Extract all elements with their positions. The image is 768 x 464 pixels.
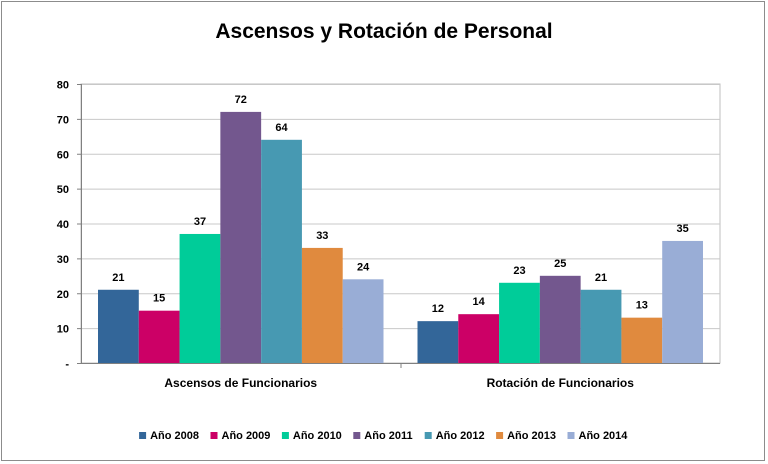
y-tick-label: 70 bbox=[57, 114, 69, 126]
bar bbox=[261, 139, 302, 363]
legend-label: Año 2013 bbox=[507, 430, 556, 442]
legend-label: Año 2009 bbox=[222, 430, 271, 442]
data-label: 21 bbox=[595, 272, 607, 284]
bar bbox=[417, 321, 459, 363]
y-tick-label: - bbox=[65, 359, 69, 371]
data-label: 13 bbox=[636, 300, 648, 312]
data-label: 64 bbox=[275, 122, 288, 134]
y-tick-label: 60 bbox=[57, 149, 69, 161]
legend-swatch bbox=[567, 432, 575, 439]
data-label: 21 bbox=[112, 272, 124, 284]
bar bbox=[98, 289, 139, 363]
y-tick-label: 80 bbox=[57, 80, 69, 92]
data-label: 24 bbox=[357, 261, 370, 273]
legend-swatch bbox=[139, 432, 147, 439]
bar bbox=[301, 247, 343, 363]
data-label: 37 bbox=[194, 216, 206, 228]
data-label: 15 bbox=[153, 293, 165, 305]
legend-swatch bbox=[353, 432, 361, 439]
y-tick-label: 50 bbox=[57, 184, 69, 196]
data-label: 14 bbox=[473, 296, 486, 308]
bar bbox=[621, 317, 663, 363]
legend-label: Año 2008 bbox=[150, 430, 199, 442]
legend-label: Año 2012 bbox=[436, 430, 485, 442]
bar bbox=[138, 310, 180, 363]
y-tick-label: 30 bbox=[57, 254, 69, 266]
legend-label: Año 2010 bbox=[293, 430, 342, 442]
data-label: 23 bbox=[513, 265, 525, 277]
data-label: 72 bbox=[235, 94, 247, 106]
legend-swatch bbox=[281, 432, 289, 439]
bar bbox=[580, 289, 622, 363]
bar bbox=[539, 275, 581, 363]
bar bbox=[499, 282, 540, 363]
bar bbox=[220, 111, 262, 364]
y-tick-label: 20 bbox=[57, 289, 69, 301]
data-label: 33 bbox=[316, 230, 328, 242]
legend-swatch bbox=[496, 432, 504, 439]
data-label: 12 bbox=[432, 303, 444, 315]
bar bbox=[179, 233, 221, 363]
legend-label: Año 2011 bbox=[364, 430, 412, 442]
legend-swatch bbox=[424, 432, 432, 439]
legend-swatch bbox=[210, 432, 218, 439]
bar bbox=[662, 240, 703, 363]
data-label: 25 bbox=[554, 258, 566, 270]
legend-label: Año 2014 bbox=[579, 430, 629, 442]
data-label: 35 bbox=[676, 223, 688, 235]
y-tick-label: 40 bbox=[57, 219, 69, 231]
bar bbox=[342, 279, 384, 363]
y-tick-label: 10 bbox=[57, 324, 69, 336]
bar bbox=[458, 314, 500, 363]
category-label: Rotación de Funcionarios bbox=[487, 376, 635, 390]
category-label: Ascensos de Funcionarios bbox=[164, 376, 317, 390]
chart-title: Ascensos y Rotación de Personal bbox=[215, 20, 553, 43]
